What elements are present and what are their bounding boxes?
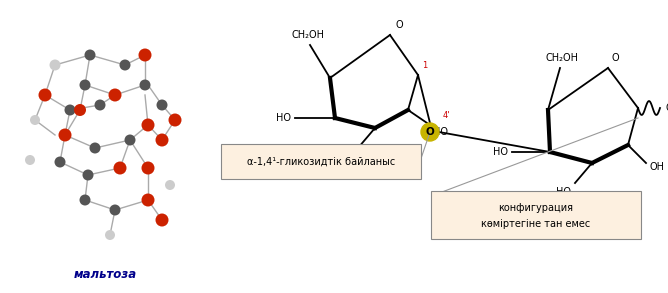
Circle shape: [79, 195, 90, 205]
Circle shape: [74, 104, 86, 116]
Circle shape: [124, 134, 136, 146]
Circle shape: [65, 105, 75, 115]
Text: HO: HO: [276, 113, 291, 123]
Circle shape: [165, 180, 175, 190]
Text: конфигурация: конфигурация: [498, 203, 574, 213]
Circle shape: [156, 100, 168, 110]
Circle shape: [114, 161, 126, 175]
Circle shape: [90, 142, 100, 154]
Circle shape: [94, 100, 106, 110]
Circle shape: [83, 169, 94, 180]
Text: CH₂OH: CH₂OH: [291, 30, 325, 40]
Circle shape: [79, 79, 90, 91]
Circle shape: [168, 113, 182, 127]
Text: HO: HO: [433, 127, 448, 137]
Circle shape: [142, 161, 154, 175]
Text: CH₂OH: CH₂OH: [546, 53, 578, 63]
Text: 1: 1: [422, 61, 428, 70]
FancyBboxPatch shape: [431, 191, 641, 239]
Circle shape: [39, 88, 51, 101]
Text: O: O: [612, 53, 620, 63]
Circle shape: [156, 134, 168, 146]
Text: HO: HO: [556, 187, 571, 197]
Circle shape: [120, 59, 130, 71]
Circle shape: [110, 205, 120, 215]
Circle shape: [108, 88, 122, 101]
Circle shape: [421, 123, 439, 141]
Text: OH: OH: [665, 103, 668, 113]
Circle shape: [55, 156, 65, 168]
Circle shape: [105, 230, 115, 240]
Text: HO: HO: [339, 152, 354, 162]
Circle shape: [138, 49, 152, 62]
Circle shape: [84, 50, 96, 60]
Text: α-1,4¹-гликозидтік байланыс: α-1,4¹-гликозидтік байланыс: [247, 156, 395, 166]
Text: мальтоза: мальтоза: [73, 268, 136, 282]
Circle shape: [25, 155, 35, 165]
Circle shape: [142, 118, 154, 132]
Circle shape: [156, 214, 168, 226]
Circle shape: [140, 79, 150, 91]
Text: 4': 4': [443, 111, 450, 120]
Text: O: O: [426, 127, 434, 137]
Circle shape: [59, 129, 71, 142]
Text: HO: HO: [493, 147, 508, 157]
Circle shape: [142, 193, 154, 207]
Text: OH: OH: [650, 162, 665, 172]
Circle shape: [49, 59, 61, 71]
Text: көміртегіне тан емес: көміртегіне тан емес: [482, 219, 591, 229]
Text: O: O: [395, 20, 403, 30]
FancyBboxPatch shape: [221, 144, 421, 179]
Circle shape: [30, 115, 40, 125]
